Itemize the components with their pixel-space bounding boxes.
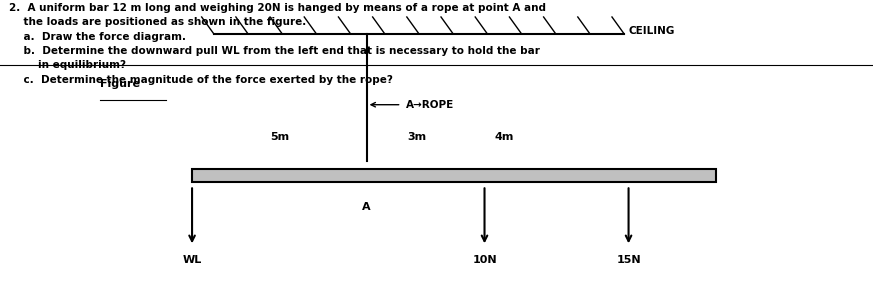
Text: 10N: 10N (472, 255, 497, 265)
Text: 15N: 15N (616, 255, 641, 265)
Text: Figure: Figure (100, 79, 141, 89)
Text: CEILING: CEILING (629, 26, 675, 36)
Text: 5m: 5m (270, 132, 289, 142)
Bar (192, 169, 716, 182)
Text: A: A (362, 202, 371, 212)
Text: 3m: 3m (408, 132, 427, 142)
Text: A→ROPE: A→ROPE (406, 100, 454, 110)
Text: 2.  A uniform bar 12 m long and weighing 20N is hanged by means of a rope at poi: 2. A uniform bar 12 m long and weighing … (9, 3, 546, 85)
Text: 4m: 4m (495, 132, 514, 142)
Text: WL: WL (182, 255, 202, 265)
